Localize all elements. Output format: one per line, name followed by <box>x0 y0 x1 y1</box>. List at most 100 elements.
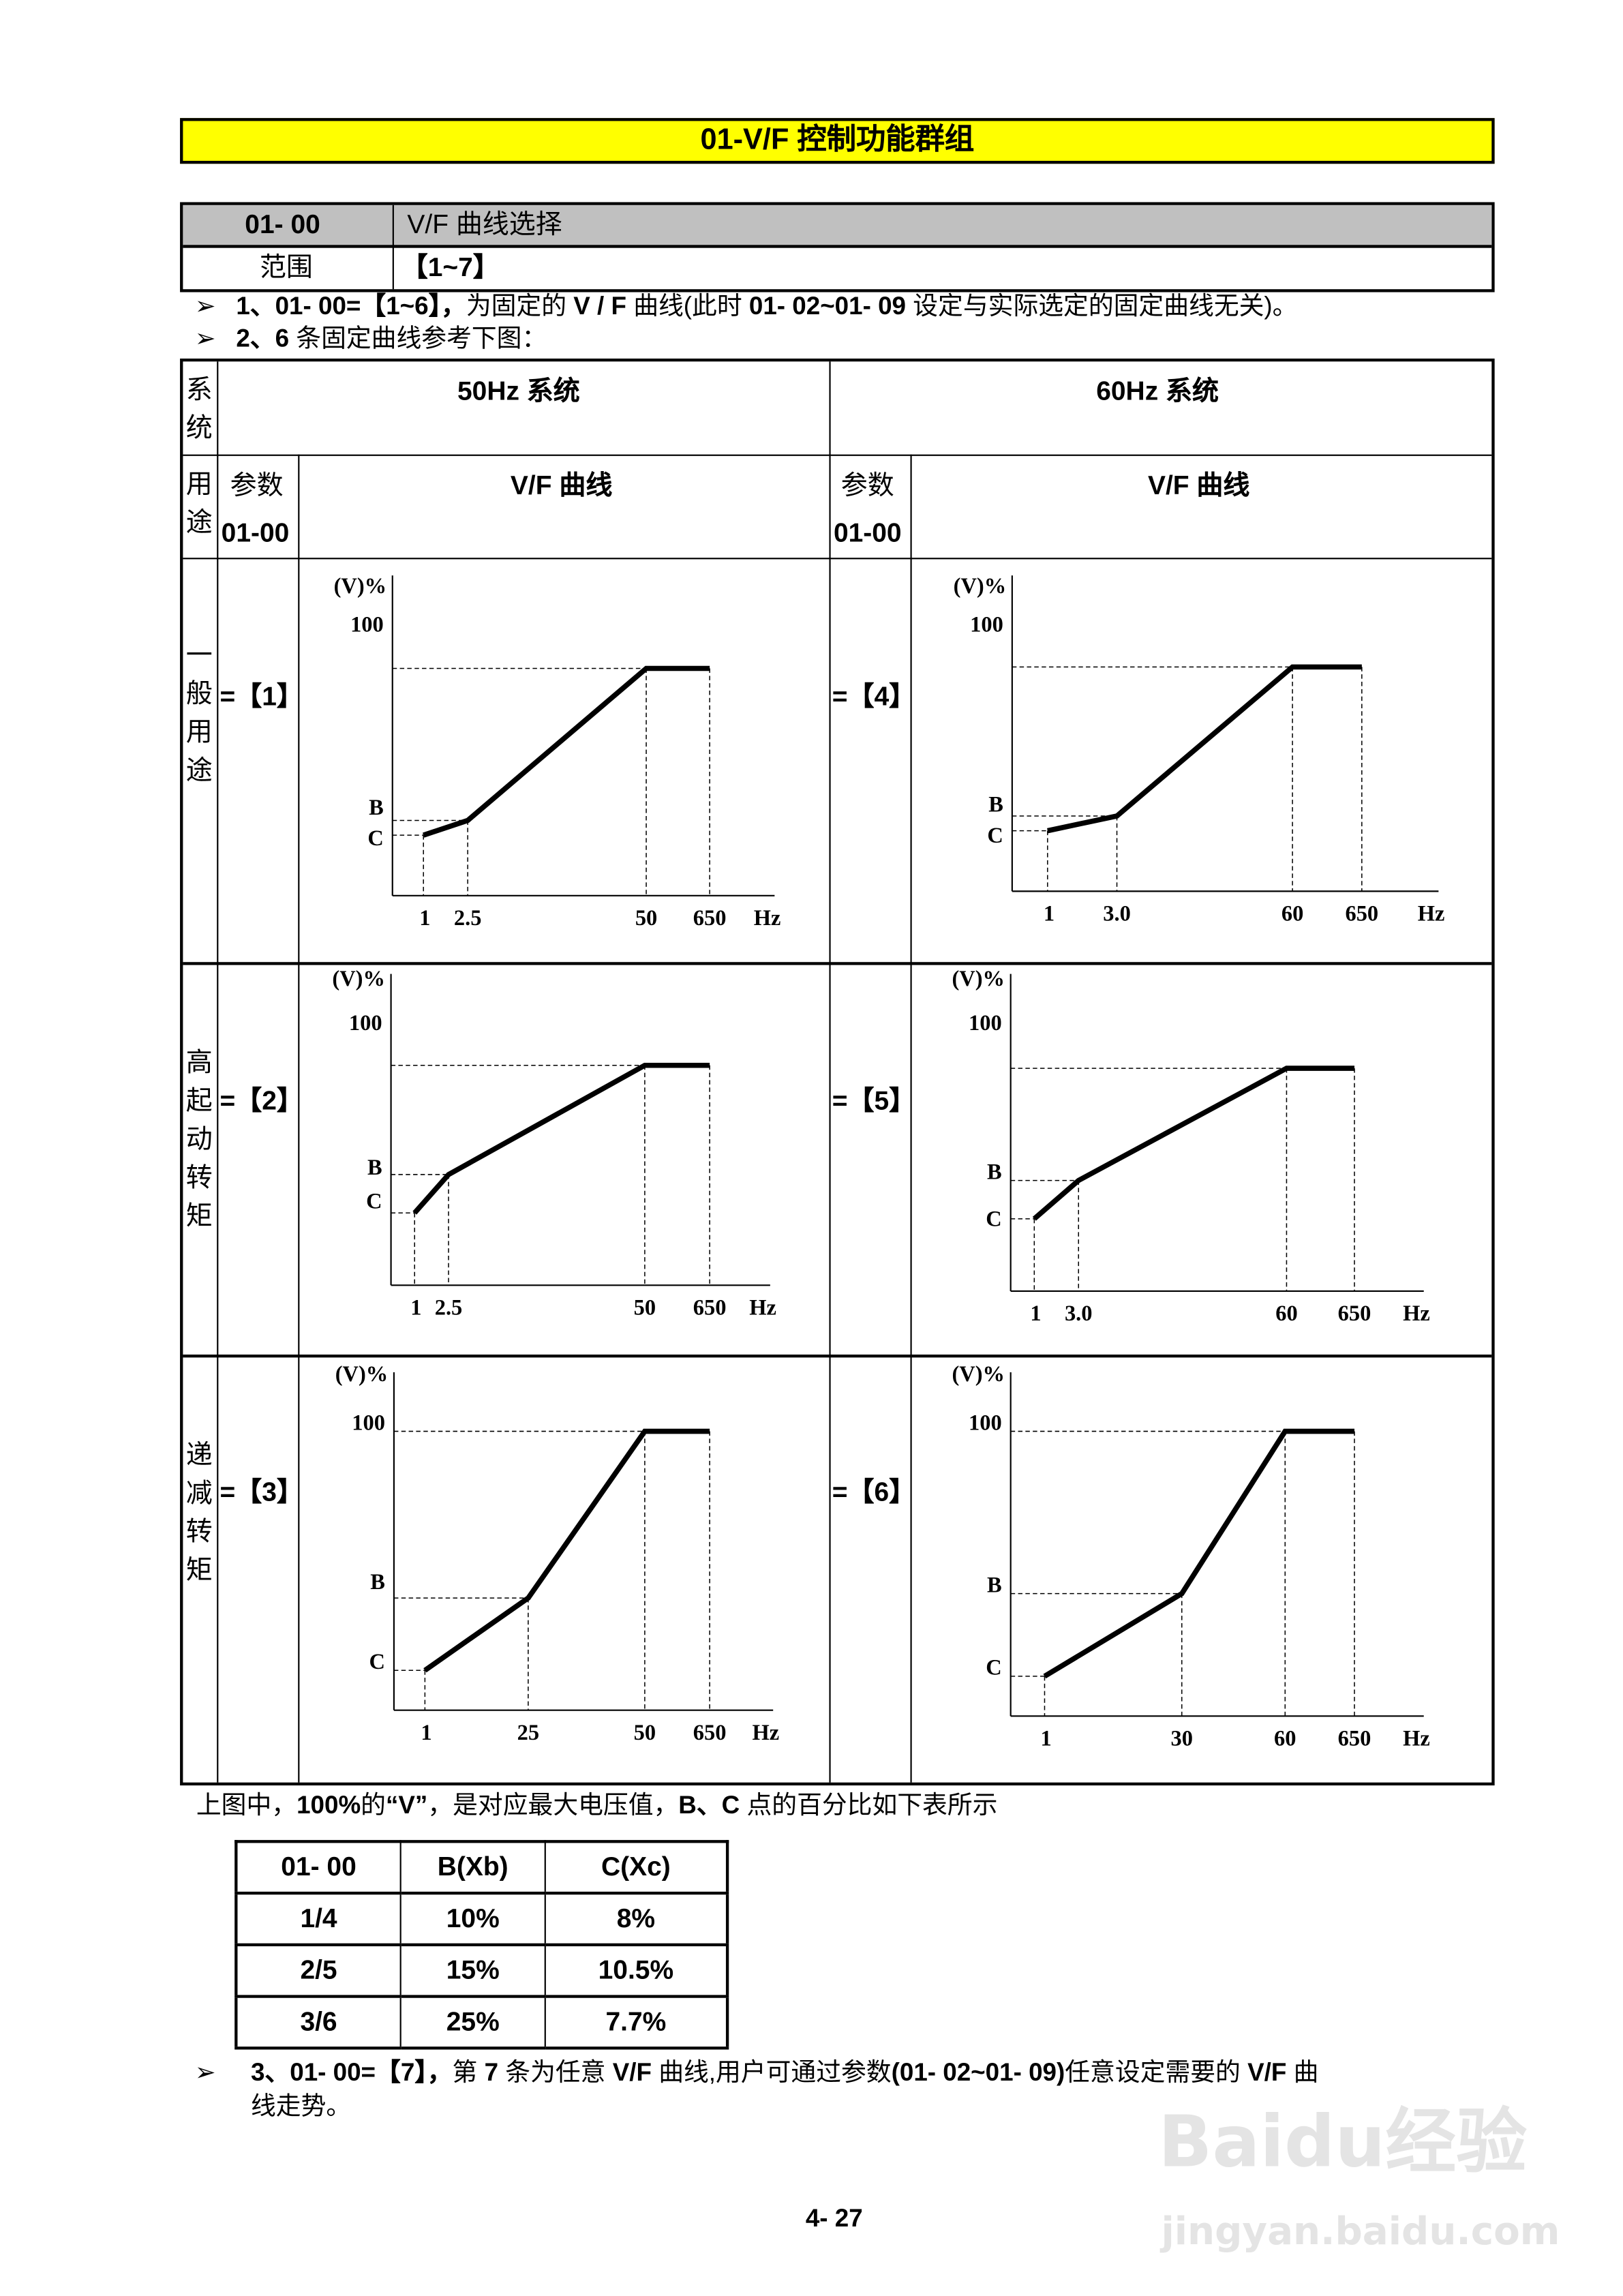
divider <box>183 962 1492 965</box>
baidu-watermark-url: jingyan.baidu.com <box>1161 2210 1560 2255</box>
divider <box>217 361 219 1783</box>
x-tick-label: 650 <box>1345 902 1378 926</box>
bc-percentage-table: 01- 00 B(Xb) C(Xc) 1/4 10% 8% 2/5 15% 10.5% … <box>234 1840 729 2050</box>
arrow-bullet-icon: ➢ <box>194 324 216 353</box>
note-text: 100% <box>297 1791 361 1819</box>
bullet-text: V / F <box>573 292 626 320</box>
b-point-label: B <box>370 1570 385 1595</box>
note-line: 上图中，100%的“V”，是对应最大电压值，B、C 点的百分比如下表所示 <box>196 1790 998 1823</box>
page-number: 4- 27 <box>805 2204 863 2233</box>
bullet-text: V/F <box>612 2058 652 2087</box>
divider <box>183 1355 1492 1358</box>
usage-label: 用途 <box>185 469 213 537</box>
note-text: 的 <box>361 1791 386 1819</box>
x-tick-label: 1 <box>410 1296 421 1320</box>
bullet-text: 条为任意 <box>498 2058 613 2087</box>
x-axis-unit-label: Hz <box>1403 1727 1430 1751</box>
section-title: 01-V/F 控制功能群组 <box>180 118 1495 164</box>
x-tick-label: 1 <box>1041 1727 1052 1751</box>
curve-label-60: V/F 曲线 <box>1147 470 1250 500</box>
parameter-code: 01- 00 <box>245 209 320 239</box>
bullet-text: 曲线,用户可通过参数 <box>651 2058 892 2087</box>
c-point-label: C <box>986 1656 1001 1680</box>
note-text: B、C <box>678 1791 740 1819</box>
note-text: 点的百分比如下表所示 <box>740 1791 998 1819</box>
x-tick-label: 50 <box>634 1721 656 1745</box>
setting-6: =【6】 <box>832 1477 916 1507</box>
x-tick-label: 3.0 <box>1065 1301 1093 1326</box>
setting-2: =【2】 <box>219 1086 303 1116</box>
bullet-2: ➢ 2、6 条固定曲线参考下图： <box>180 323 547 356</box>
vf-curve-line <box>1047 664 1362 834</box>
x-tick-label: 2.5 <box>435 1296 463 1320</box>
bullet-text: 任意设定需要的 <box>1065 2058 1248 2087</box>
b-point-label: B <box>987 1160 1002 1184</box>
table-cell: 1/4 <box>235 1892 401 1946</box>
table-cell: 15% <box>399 1944 546 1998</box>
bullet-text: 设定与实际选定的固定曲线无关)。 <box>906 292 1298 320</box>
table-cell: 2/5 <box>235 1944 401 1998</box>
x-axis-unit-label: Hz <box>1403 1301 1430 1326</box>
bullet-text: 3、01- 00=【7】， <box>250 2058 453 2087</box>
vf-chart-6: (V)% 100 B C 1 30 60 650 Hz <box>952 1362 1430 1751</box>
x-axis-unit-label: Hz <box>754 906 781 931</box>
bullet-text: 1、01- 00=【1~6】， <box>236 292 466 320</box>
y-tick-100: 100 <box>349 1011 382 1036</box>
column-header: C(Xc) <box>544 1841 729 1895</box>
b-point-label: B <box>988 792 1003 817</box>
b-point-label: B <box>987 1573 1002 1597</box>
x-axis-unit-label: Hz <box>753 1721 780 1745</box>
y-tick-100: 100 <box>350 612 384 637</box>
bullet-1: ➢ 1、01- 00=【1~6】，为固定的 V / F 曲线(此时 01- 02~… <box>180 290 1298 323</box>
x-tick-label: 650 <box>1338 1301 1371 1326</box>
parameter-table: 01- 00 V/F 曲线选择 范围 【1~7】 <box>180 202 1495 292</box>
bullet-3: ➢ 3、01- 00=【7】，第 7 条为任意 V/F 曲线,用户可通过参数(01… <box>180 2057 1319 2089</box>
vf-curve-line <box>1043 1428 1355 1679</box>
vf-curve-line <box>423 665 710 838</box>
table-row: 1/4 10% 8% <box>235 1892 729 1946</box>
parameter-header-row <box>183 205 1492 248</box>
setting-5: =【5】 <box>832 1086 916 1116</box>
range-value: 【1~7】 <box>401 252 500 282</box>
bullet-text: 01- 02~01- 09 <box>748 292 907 320</box>
usage-general: 一般用途 <box>185 640 213 785</box>
usage-high-start-torque: 高起动转矩 <box>185 1047 213 1231</box>
bullet-text: V/F <box>1247 2058 1287 2087</box>
curve-label-50: V/F 曲线 <box>510 470 613 500</box>
bullet-text: 条固定曲线参考下图： <box>289 324 547 353</box>
x-tick-label: 60 <box>1275 1301 1297 1326</box>
divider <box>392 205 394 290</box>
note-text: ，是对应最大电压值， <box>427 1791 679 1819</box>
c-point-label: C <box>367 826 383 851</box>
divider <box>829 361 831 1783</box>
table-cell: 7.7% <box>544 1995 729 2050</box>
table-cell: 3/6 <box>235 1995 401 2050</box>
bullet-text: 曲 <box>1286 2058 1319 2087</box>
c-point-label: C <box>366 1190 382 1214</box>
vf-chart-3: (V)% 100 B C 1 25 50 650 Hz <box>335 1362 780 1745</box>
bullet-text: 第 <box>452 2058 485 2087</box>
bullet-text: 为固定的 <box>466 292 574 320</box>
y-axis-label: (V)% <box>332 967 385 991</box>
vf-curve-table: 系统 50Hz 系统 60Hz 系统 用途 参数 01-00 V/F 曲线 参数… <box>180 358 1495 1786</box>
vf-chart-1: (V)% 100 BC 1 2.5 50 650 Hz <box>334 574 781 931</box>
vf-chart-5: (V)% 100 BC 1 3.0 60 650 Hz <box>952 967 1430 1326</box>
y-axis-label: (V)% <box>952 1362 1005 1387</box>
vf-curve-line <box>412 1062 710 1215</box>
y-tick-100: 100 <box>352 1410 385 1435</box>
table-row: 2/5 15% 10.5% <box>235 1944 729 1998</box>
param-label-50: 参数 <box>230 470 284 500</box>
c-point-label: C <box>369 1650 384 1674</box>
table-cell: 25% <box>399 1995 546 2050</box>
y-tick-100: 100 <box>969 1410 1002 1435</box>
x-tick-label: 1 <box>419 906 430 931</box>
param-code-50: 01-00 <box>221 517 290 548</box>
y-tick-100: 100 <box>969 1011 1002 1036</box>
system-label: 系统 <box>185 374 213 443</box>
y-axis-label: (V)% <box>954 574 1007 599</box>
usage-reduced-torque: 递减转矩 <box>185 1440 213 1585</box>
column-header: 01- 00 <box>235 1841 401 1895</box>
table-row: 3/6 25% 7.7% <box>235 1995 729 2050</box>
divider <box>183 454 1492 456</box>
table-header-row: 01- 00 B(Xb) C(Xc) <box>235 1841 729 1895</box>
